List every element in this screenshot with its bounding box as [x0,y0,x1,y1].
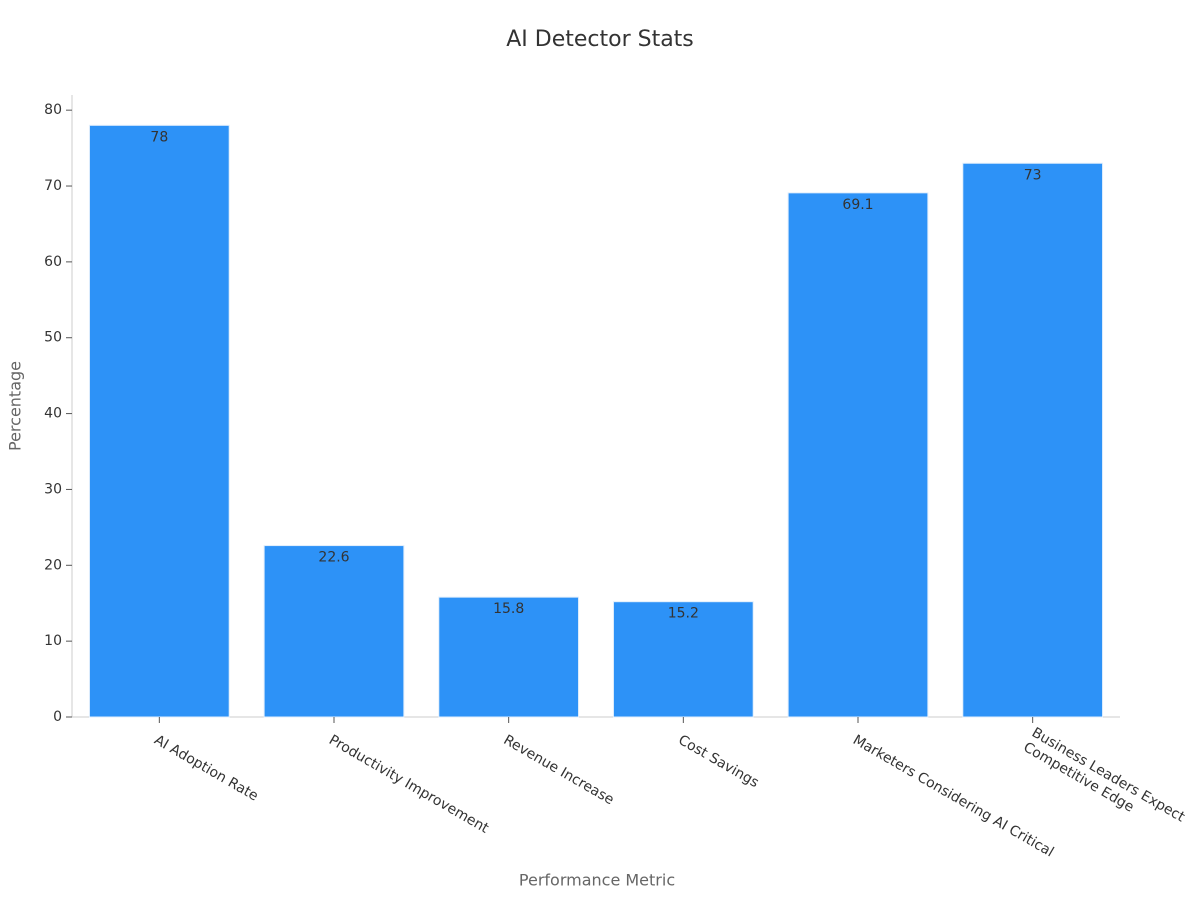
y-tick-label: 30 [44,481,62,497]
y-tick-label: 0 [53,709,62,725]
bar [787,192,929,718]
y-tick-label: 80 [44,102,62,118]
value-label: 15.2 [668,606,699,622]
y-tick-label: 40 [44,406,62,422]
value-label: 69.1 [842,197,873,213]
bar [962,162,1104,718]
y-tick-label: 60 [44,254,62,270]
chart-title: AI Detector Stats [506,27,694,52]
value-label: 22.6 [318,550,349,566]
y-tick-label: 10 [44,633,62,649]
bar [438,596,580,718]
x-tick-label: Revenue Increase [501,732,617,808]
y-axis-title: Percentage [6,361,25,451]
value-label: 73 [1024,167,1042,183]
y-tick-label: 20 [44,557,62,573]
x-tick-label: AI Adoption Rate [151,732,261,804]
value-label: 15.8 [493,601,524,617]
bar [88,124,230,718]
x-tick-label: Business Leaders ExpectCompetitive Edge [1020,725,1187,841]
bar [612,601,754,718]
x-axis-title: Performance Metric [519,871,675,890]
x-tick-label: Productivity Improvement [326,732,492,837]
bar [263,545,405,718]
y-tick-label: 50 [44,330,62,346]
x-tick-label: Cost Savings [675,732,761,791]
value-label: 78 [150,129,168,145]
y-tick-label: 70 [44,178,62,194]
